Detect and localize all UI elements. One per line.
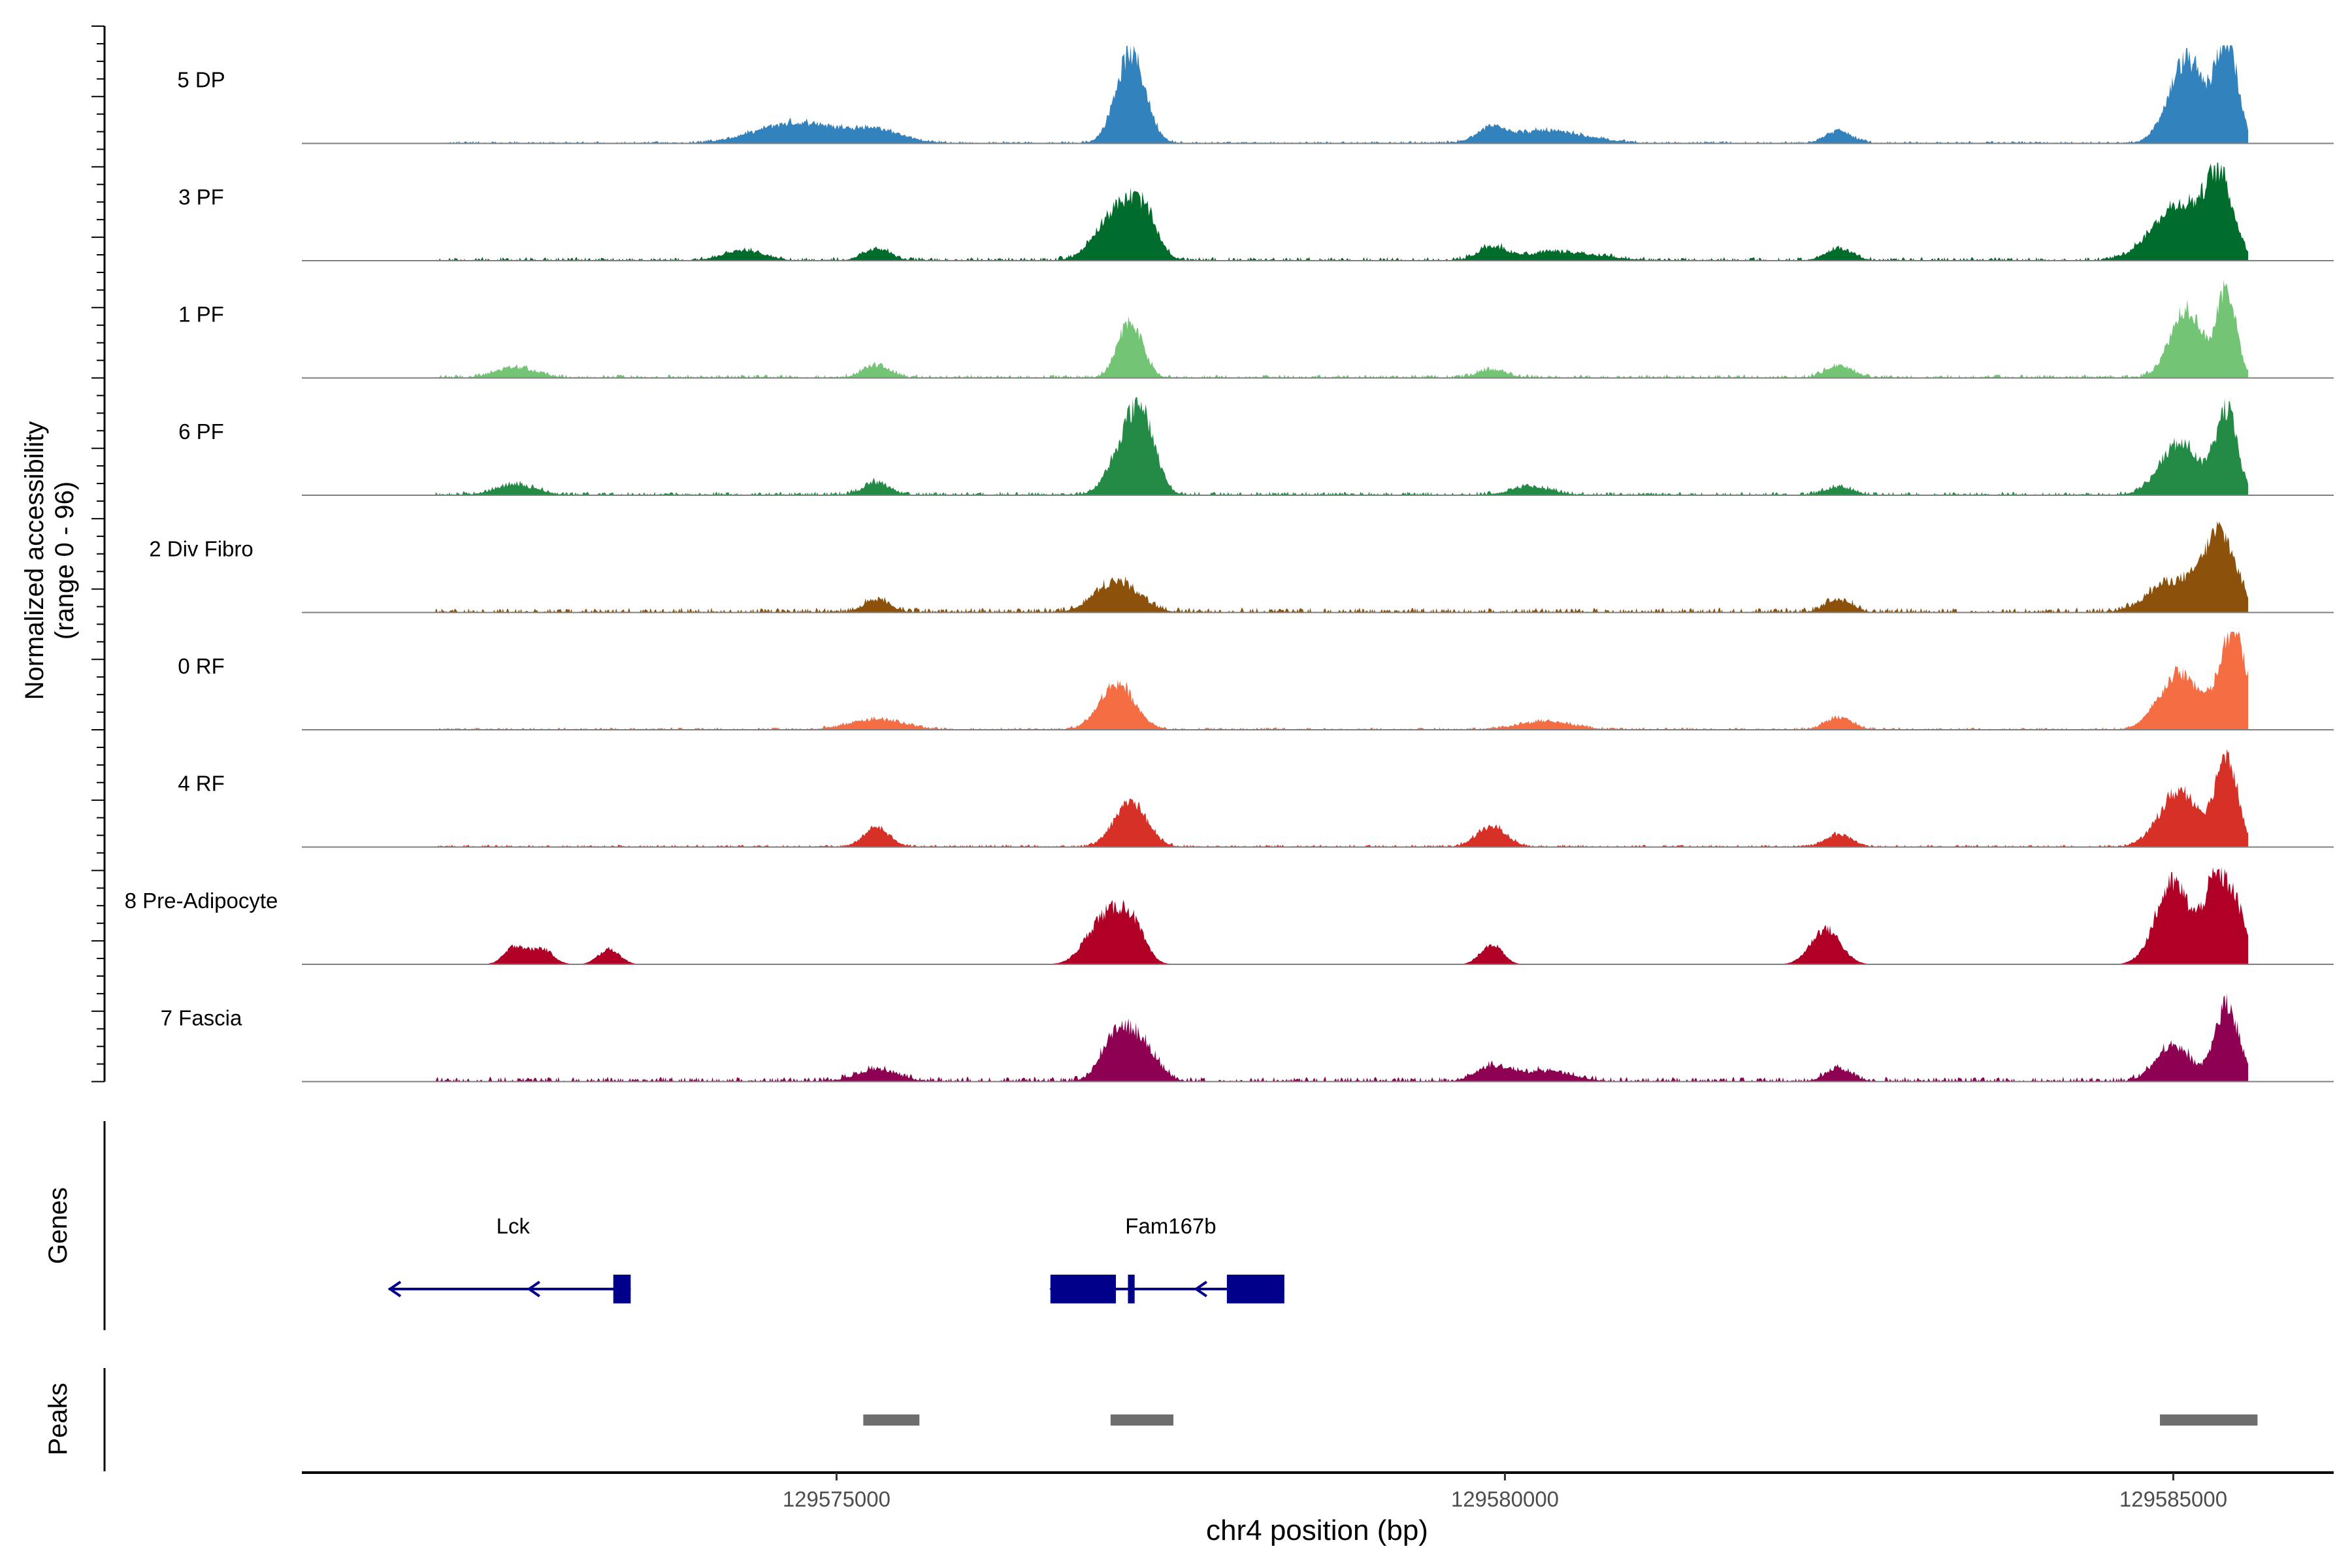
- y-axis-label-line1: Normalized accessibility: [20, 421, 49, 700]
- genes-panel-label: Genes: [44, 1187, 73, 1264]
- gene-exon: [1128, 1275, 1135, 1303]
- x-axis: 129575000 129580000 129585000: [302, 1471, 2334, 1511]
- coverage-area: [435, 866, 2249, 964]
- strand-arrow: [1194, 1281, 1207, 1298]
- track-label: 8 Pre-Adipocyte: [125, 889, 278, 913]
- track-label: 6 PF: [178, 419, 224, 444]
- gene-exon: [1226, 1275, 1284, 1303]
- coverage-area: [435, 749, 2249, 847]
- track-8-pre-adipocyte: 8 Pre-Adipocyte: [125, 866, 2334, 965]
- strand-arrow: [1049, 1281, 1063, 1298]
- track-label: 0 RF: [178, 654, 225, 678]
- x-axis-label: chr4 position (bp): [1206, 1514, 1428, 1546]
- y-axis-label-line2: (range 0 - 96): [50, 482, 79, 640]
- x-tick-label: 129585000: [2119, 1487, 2227, 1511]
- strand-arrow: [387, 1281, 402, 1298]
- track-label: 3 PF: [178, 185, 224, 209]
- track-3-pf: 3 PF: [178, 163, 2334, 261]
- track-4-rf: 4 RF: [178, 749, 2334, 848]
- coverage-area: [435, 280, 2249, 378]
- peak-region: [863, 1414, 920, 1426]
- x-tick-label: 129575000: [783, 1487, 890, 1511]
- coverage-area: [435, 521, 2249, 613]
- coverage-area: [435, 994, 2249, 1082]
- x-tick-label: 129580000: [1451, 1487, 1559, 1511]
- strand-arrow: [527, 1281, 540, 1298]
- gene-lck: Lck: [387, 1214, 631, 1303]
- track-7-fascia: 7 Fascia: [161, 994, 2334, 1083]
- track-label: 5 DP: [177, 68, 225, 92]
- track-5-dp: 5 DP: [177, 45, 2334, 144]
- track-6-pf: 6 PF: [178, 397, 2334, 496]
- coverage-area: [435, 397, 2249, 495]
- peak-region: [2160, 1414, 2258, 1426]
- track-label: 1 PF: [178, 302, 224, 327]
- track-label: 2 Div Fibro: [149, 537, 253, 561]
- gene-exon: [1050, 1275, 1117, 1303]
- coverage-area: [435, 632, 2249, 730]
- accessibility-y-axis: [91, 25, 106, 1083]
- track-1-pf: 1 PF: [178, 280, 2334, 379]
- gene-label: Lck: [497, 1214, 531, 1238]
- peak-region: [1110, 1414, 1174, 1426]
- gene-exon: [613, 1275, 631, 1303]
- track-label: 4 RF: [178, 772, 225, 796]
- gene-label: Fam167b: [1125, 1214, 1216, 1238]
- gene-annotation-panel: Lck Fam167b: [103, 1121, 1284, 1330]
- gene-fam167b: Fam167b: [1049, 1214, 1284, 1303]
- coverage-area: [435, 163, 2249, 261]
- peaks-panel-label: Peaks: [44, 1382, 73, 1455]
- track-label: 7 Fascia: [161, 1006, 242, 1030]
- track-2-div-fibro: 2 Div Fibro: [149, 521, 2334, 613]
- peaks-panel: [103, 1368, 2258, 1471]
- coverage-tracks: 5 DP 3 PF 1 PF 6 PF 2 Div Fibro 0 RF 4 RF 8 Pre…: [125, 45, 2334, 1083]
- track-0-rf: 0 RF: [178, 632, 2334, 730]
- coverage-area: [435, 45, 2249, 144]
